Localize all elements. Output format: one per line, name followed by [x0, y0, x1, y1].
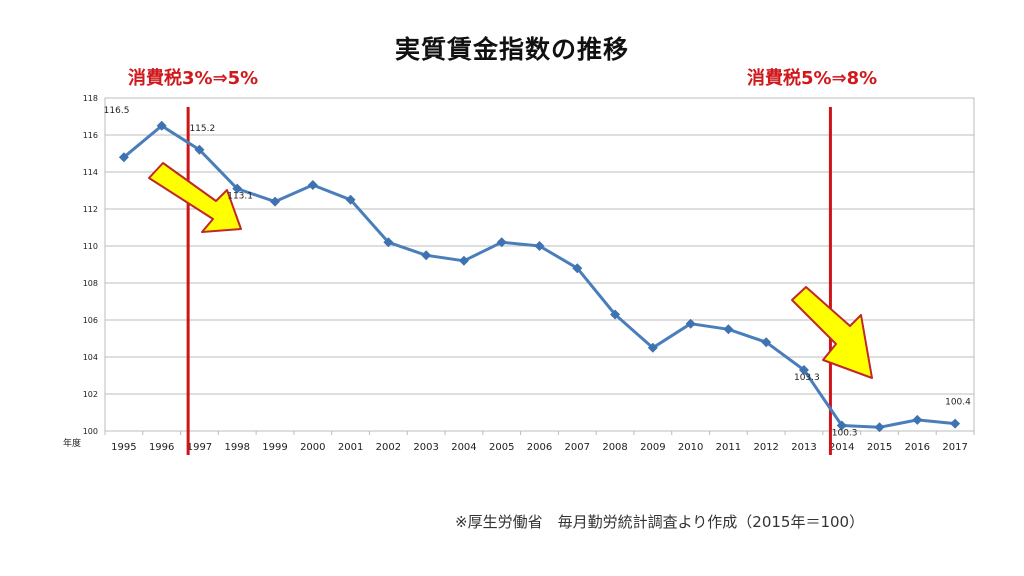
data-point-2002: [383, 237, 394, 248]
tax-annotation-2014: 消費税5%⇒8%: [747, 68, 878, 89]
data-label-1996: 116.5: [104, 106, 130, 116]
x-tick-label: 2016: [905, 442, 930, 453]
x-tick-label: 2008: [602, 442, 627, 453]
data-point-2015: [874, 422, 885, 433]
chart-title: 実質賃金指数の推移: [394, 35, 629, 64]
downtrend-arrow-1: [148, 162, 242, 233]
data-point-2012: [761, 337, 772, 348]
y-tick-label: 104: [83, 353, 98, 362]
data-label-1998: 113.1: [227, 192, 253, 202]
data-point-1998: [232, 183, 243, 194]
data-label-2014: 100.3: [832, 428, 858, 438]
x-tick-label: 2011: [716, 442, 741, 453]
data-point-2013: [798, 364, 809, 375]
data-point-2017: [950, 418, 961, 429]
y-tick-label: 114: [83, 168, 98, 177]
arrow-layer: [148, 162, 873, 379]
data-point-2001: [345, 194, 356, 205]
x-tick-label: 2005: [489, 442, 514, 453]
x-tick-label: 2003: [413, 442, 438, 453]
x-tick-label: 2007: [565, 442, 590, 453]
data-point-2003: [421, 250, 432, 261]
data-point-2010: [685, 318, 696, 329]
x-tick-label: 1998: [225, 442, 250, 453]
y-tick-label: 100: [83, 427, 98, 436]
y-tick-label: 110: [83, 242, 98, 251]
data-point-2000: [307, 179, 318, 190]
y-tick-label: 116: [83, 131, 98, 140]
x-tick-label: 2014: [829, 442, 854, 453]
data-point-2005: [496, 237, 507, 248]
data-label-2017: 100.4: [945, 398, 971, 408]
source-note: ※厚生労働省 毎月勤労統計調査より作成（2015年＝100）: [455, 513, 865, 531]
x-tick-label: 2000: [300, 442, 325, 453]
x-tick-label: 2001: [338, 442, 363, 453]
x-tick-label: 2010: [678, 442, 703, 453]
series-layer: [118, 120, 961, 433]
data-point-2004: [458, 255, 469, 266]
x-axis-label: 年度: [63, 437, 81, 449]
y-tick-label: 102: [83, 390, 98, 399]
x-tick-label: 2013: [791, 442, 816, 453]
data-point-2007: [572, 263, 583, 274]
data-point-1996: [156, 120, 167, 131]
downtrend-arrow-2: [791, 286, 873, 379]
y-tick-label: 106: [83, 316, 98, 325]
data-point-1995: [118, 152, 129, 163]
y-tick-label: 112: [83, 205, 98, 214]
x-tick-label: 2004: [451, 442, 476, 453]
x-tick-label: 1997: [187, 442, 212, 453]
label-layer: 116.5 115.2 113.1 103.3 100.3 100.4: [104, 106, 971, 439]
data-point-1999: [270, 196, 281, 207]
x-tick-label: 2015: [867, 442, 892, 453]
x-tick-label: 2009: [640, 442, 665, 453]
plot-frame: [104, 97, 975, 432]
x-tick-label: 2006: [527, 442, 552, 453]
data-label-1997: 115.2: [189, 124, 215, 134]
x-tick-label: 1999: [262, 442, 287, 453]
x-tick-label: 2017: [942, 442, 967, 453]
x-tick-label: 2012: [753, 442, 778, 453]
x-tick-label: 1996: [149, 442, 174, 453]
data-point-2006: [534, 241, 545, 251]
data-point-2009: [647, 342, 658, 353]
data-point-2014: [836, 420, 847, 431]
data-point-2016: [912, 414, 923, 425]
grid-layer: 100 102 104 106 108 110 112 114 116 118 1995 1996 19…: [83, 94, 975, 453]
tax-line-layer: [186, 107, 832, 455]
tax-annotation-1997: 消費税3%⇒5%: [128, 68, 259, 89]
x-tick-label: 1995: [111, 442, 136, 453]
y-tick-label: 118: [83, 94, 98, 103]
data-point-1997: [194, 144, 205, 155]
data-point-2008: [610, 309, 621, 320]
x-tick-label: 2002: [376, 442, 401, 453]
data-point-2011: [723, 324, 734, 335]
y-tick-label: 108: [83, 279, 98, 288]
data-label-2013: 103.3: [794, 373, 820, 383]
